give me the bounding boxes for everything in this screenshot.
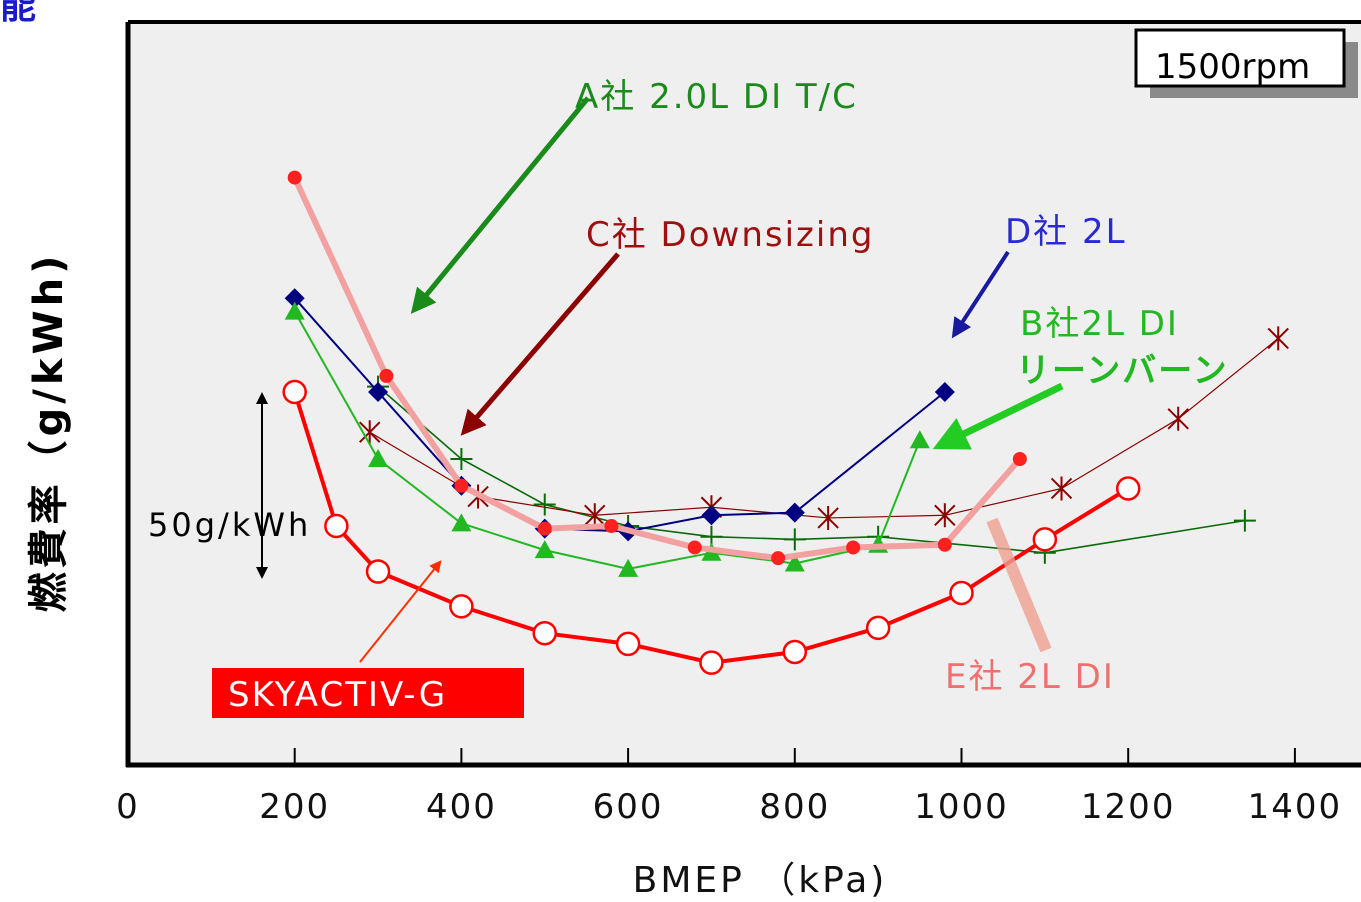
x-tick-label: 800: [759, 787, 830, 827]
data-point: [784, 553, 805, 572]
data-point: [949, 580, 974, 606]
y-axis-title: 燃費率（g/kWh): [26, 252, 72, 613]
x-tick-marks: [293, 748, 1296, 765]
data-point: [368, 382, 389, 402]
data-point: [1012, 452, 1027, 466]
x-tick-label: 600: [593, 787, 664, 827]
data-point: [1115, 476, 1141, 501]
arrow-e-company: [986, 517, 1052, 653]
data-point: [284, 301, 305, 320]
data-point: [359, 420, 381, 445]
label-e-company: E社 2L DI: [945, 657, 1115, 697]
scale-label: 50g/kWh: [148, 506, 311, 544]
data-point: [782, 639, 808, 665]
data-point: [699, 650, 724, 675]
x-tick-labels: 0 200 400 600 800 1000 1200 1400: [116, 787, 1343, 827]
data-point: [1032, 527, 1058, 552]
series-5: [282, 379, 1141, 675]
data-point: [687, 540, 702, 555]
skyactiv-label-bg: [212, 668, 524, 718]
series-line: [291, 176, 1023, 562]
arrow-c-company: [460, 252, 620, 436]
rpm-box: [1134, 28, 1346, 88]
plot-area: [128, 22, 1361, 765]
data-point: [817, 505, 839, 530]
data-point: [533, 493, 556, 516]
data-point: [379, 368, 394, 383]
rpm-label: 1500rpm: [1155, 47, 1310, 87]
data-point: [604, 519, 619, 533]
data-point: [846, 540, 861, 555]
data-point: [865, 615, 891, 641]
label-b-company: B社2L DI: [1020, 304, 1179, 344]
data-point: [784, 502, 805, 523]
data-point: [449, 594, 474, 619]
x-tick-label: 1400: [1248, 787, 1343, 827]
label-a-company: A社 2.0L DI T/C: [575, 77, 858, 117]
series-4: [287, 170, 1027, 566]
data-point: [783, 528, 806, 551]
data-point: [537, 521, 552, 536]
data-point: [1050, 476, 1073, 501]
label-d-company: D社 2L: [1005, 212, 1127, 252]
data-point: [451, 513, 472, 532]
arrow-a-company: [410, 96, 590, 314]
label-skyactiv: SKYACTIV-G: [228, 675, 447, 715]
data-point: [1233, 509, 1256, 532]
data-point: [287, 170, 302, 185]
data-point: [937, 537, 952, 552]
x-tick-label: 1000: [914, 787, 1009, 827]
x-tick-label: 0: [116, 787, 140, 827]
data-point: [934, 503, 956, 528]
x-tick-label: 400: [426, 787, 497, 827]
data-point: [618, 558, 639, 577]
data-point: [324, 513, 349, 539]
arrow-b-company: [932, 382, 1064, 450]
data-point: [1267, 326, 1289, 351]
series-layer: [282, 170, 1289, 675]
data-point: [450, 448, 473, 470]
label-c-company: C社 Downsizing: [586, 215, 874, 255]
data-point: [615, 631, 641, 657]
x-tick-label: 200: [259, 787, 330, 827]
series-line: [293, 297, 946, 533]
label-b-company-lean: リーンバーン: [1016, 351, 1229, 391]
data-point: [1167, 406, 1189, 431]
arrow-d-company: [951, 250, 1010, 339]
data-point: [365, 559, 391, 584]
data-point: [584, 503, 606, 528]
arrow-skyactiv: [359, 560, 442, 663]
data-point: [284, 288, 305, 309]
data-point: [909, 430, 930, 449]
data-point: [534, 540, 555, 559]
x-tick-label: 1200: [1081, 787, 1176, 827]
data-point: [532, 620, 557, 646]
data-point: [282, 379, 307, 405]
data-point: [368, 449, 389, 467]
x-axis-title: BMEP （kPa): [633, 860, 888, 901]
data-point: [454, 478, 469, 493]
data-point: [934, 382, 955, 402]
data-point: [701, 505, 722, 526]
data-point: [771, 551, 786, 566]
header-fragment: 能: [0, 0, 36, 27]
